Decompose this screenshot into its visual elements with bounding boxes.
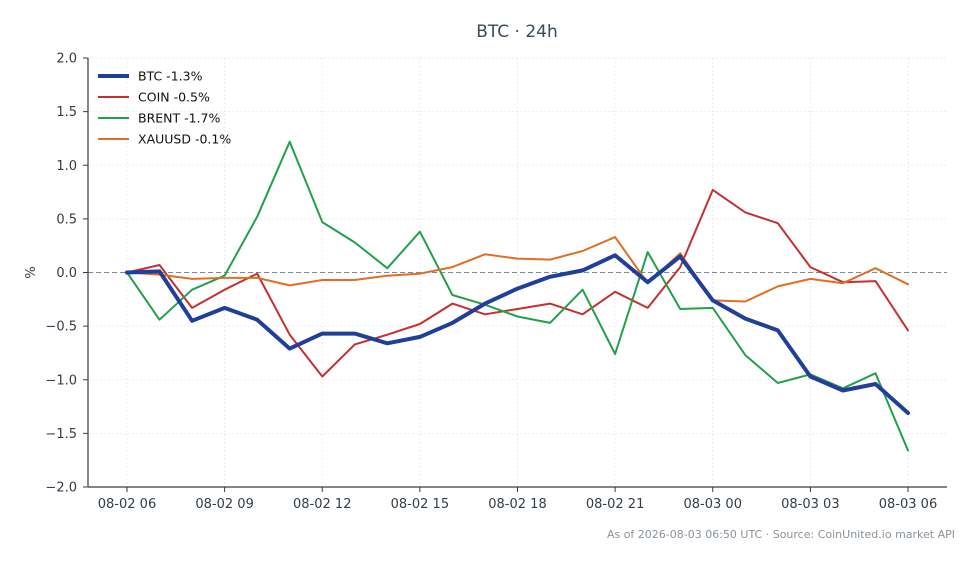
x-tick-label: 08-03 00: [684, 497, 742, 512]
legend-label: BTC -1.3%: [138, 69, 203, 84]
tick-labels: 2.0 1.5 1.0 0.5 0.0 −0.5 −1.0 −1.5 −2.0 08-02 06 0…: [45, 52, 937, 513]
y-tick-label: 2.0: [56, 52, 77, 67]
y-tick-label: −1.5: [45, 427, 77, 442]
y-tick-label: −2.0: [45, 481, 77, 496]
y-tick-label: 1.0: [56, 159, 77, 174]
x-tick-label: 08-02 21: [586, 497, 644, 512]
chart-title: BTC · 24h: [476, 22, 558, 42]
legend-label: XAUUSD -0.1%: [138, 132, 231, 147]
series-line-xauusd: [126, 236, 909, 303]
series-lines: [125, 140, 910, 452]
x-tick-label: 08-02 06: [98, 497, 156, 512]
source-footer: As of 2026-08-03 06:50 UTC · Source: Coi…: [607, 528, 955, 541]
x-tick-label: 08-02 12: [293, 497, 351, 512]
x-tick-label: 08-02 18: [488, 497, 546, 512]
y-tick-label: −0.5: [45, 320, 77, 335]
series-line-brent: [126, 140, 909, 452]
legend-label: COIN -0.5%: [138, 90, 210, 105]
legend-label: BRENT -1.7%: [138, 111, 221, 126]
x-tick-label: 08-02 15: [391, 497, 449, 512]
axes: [83, 57, 947, 492]
y-tick-label: −1.0: [45, 373, 77, 388]
x-tick-label: 08-03 06: [879, 497, 937, 512]
legend: BTC -1.3% COIN -0.5% BRENT -1.7% XAUUSD -0.…: [98, 69, 231, 147]
x-tick-label: 08-02 09: [195, 497, 253, 512]
y-axis-label: %: [24, 266, 39, 278]
y-tick-label: 0.5: [56, 212, 77, 227]
series-line-btc: [125, 253, 910, 415]
x-tick-label: 08-03 03: [781, 497, 839, 512]
y-tick-label: 0.0: [56, 266, 77, 281]
series-line-coin: [126, 188, 909, 378]
y-tick-label: 1.5: [56, 105, 77, 120]
grid: [88, 57, 947, 488]
